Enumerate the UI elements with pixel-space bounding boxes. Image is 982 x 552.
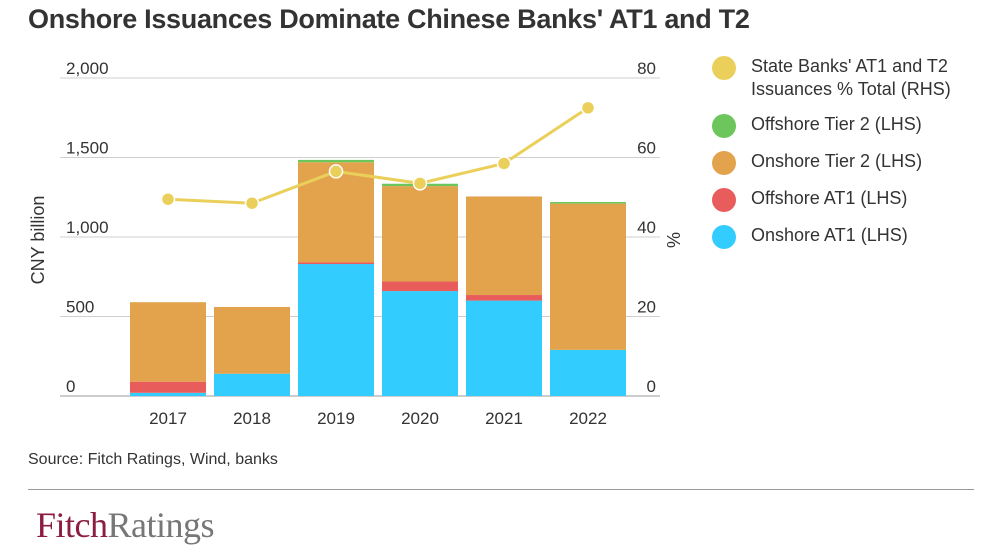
bar-segment [382, 281, 458, 292]
bar-segment [550, 349, 626, 396]
legend-item: Onshore Tier 2 (LHS) [712, 150, 972, 175]
bar-segment [550, 202, 626, 204]
bar-segment [298, 162, 374, 263]
bar-segment [550, 203, 626, 350]
bar-segment [466, 295, 542, 301]
bar-segment [466, 196, 542, 296]
bar-segment [214, 306, 290, 374]
y2-tick-label: 0 [647, 377, 656, 396]
bar-segment [130, 302, 206, 382]
x-tick-label: 2019 [317, 409, 355, 428]
x-tick-label: 2017 [149, 409, 187, 428]
legend-swatch [712, 56, 736, 80]
line-point [496, 156, 512, 171]
x-tick-label: 2018 [233, 409, 271, 428]
x-tick-label: 2022 [569, 409, 607, 428]
y2-tick-label: 80 [637, 59, 656, 78]
legend-item: State Banks' AT1 and T2 Issuances % Tota… [712, 55, 972, 101]
y-tick-label: 0 [66, 377, 75, 396]
legend-item: Offshore Tier 2 (LHS) [712, 113, 972, 138]
legend-swatch [712, 151, 736, 175]
legend-label: Onshore Tier 2 (LHS) [751, 151, 923, 171]
legend-swatch [712, 225, 736, 249]
bar-stacks [130, 159, 626, 396]
y2-tick-label: 20 [637, 298, 656, 317]
line-point [580, 100, 596, 116]
y-axis-label: CNY billion [28, 196, 48, 285]
line-point [244, 195, 260, 211]
bar-segment [298, 262, 374, 265]
y-tick-label: 1,500 [66, 139, 109, 158]
chart-title: Onshore Issuances Dominate Chinese Banks… [28, 4, 750, 34]
fitch-ratings-logo: FitchRatings [36, 505, 215, 545]
line-path [167, 106, 589, 205]
legend-label: Offshore Tier 2 (LHS) [751, 114, 922, 134]
divider [28, 489, 974, 490]
line-point [412, 176, 428, 191]
bar-segment [298, 264, 374, 396]
tick-labels: 0 500 1,000 1,500 2,000 0 20 40 60 80 2017 2018 2019… [66, 59, 656, 428]
legend-swatch [712, 188, 736, 212]
line-point [328, 164, 344, 179]
bar-segment [466, 300, 542, 396]
y-tick-label: 500 [66, 298, 94, 317]
x-tick-label: 2020 [401, 409, 439, 428]
y2-axis-label: % [664, 232, 684, 248]
source-note: Source: Fitch Ratings, Wind, banks [28, 451, 278, 468]
line-series [160, 100, 596, 211]
legend-label: Onshore AT1 (LHS) [751, 225, 908, 245]
legend-swatch [712, 114, 736, 138]
bar-segment [130, 392, 206, 396]
legend-label: State Banks' AT1 and T2 Issuances % Tota… [751, 56, 951, 99]
bar-segment [382, 186, 458, 282]
chart-legend: State Banks' AT1 and T2 Issuances % Tota… [712, 55, 972, 261]
y-tick-label: 1,000 [66, 218, 109, 237]
y-tick-label: 2,000 [66, 59, 109, 78]
bar-segment [382, 291, 458, 396]
y2-tick-label: 40 [637, 218, 656, 237]
x-tick-label: 2021 [485, 409, 523, 428]
y2-tick-label: 60 [637, 139, 656, 158]
bar-segment [214, 373, 290, 396]
legend-item: Onshore AT1 (LHS) [712, 224, 972, 249]
legend-item: Offshore AT1 (LHS) [712, 187, 972, 212]
legend-label: Offshore AT1 (LHS) [751, 188, 908, 208]
bar-segment [298, 159, 374, 163]
bar-segment [130, 381, 206, 393]
line-point [160, 191, 176, 207]
